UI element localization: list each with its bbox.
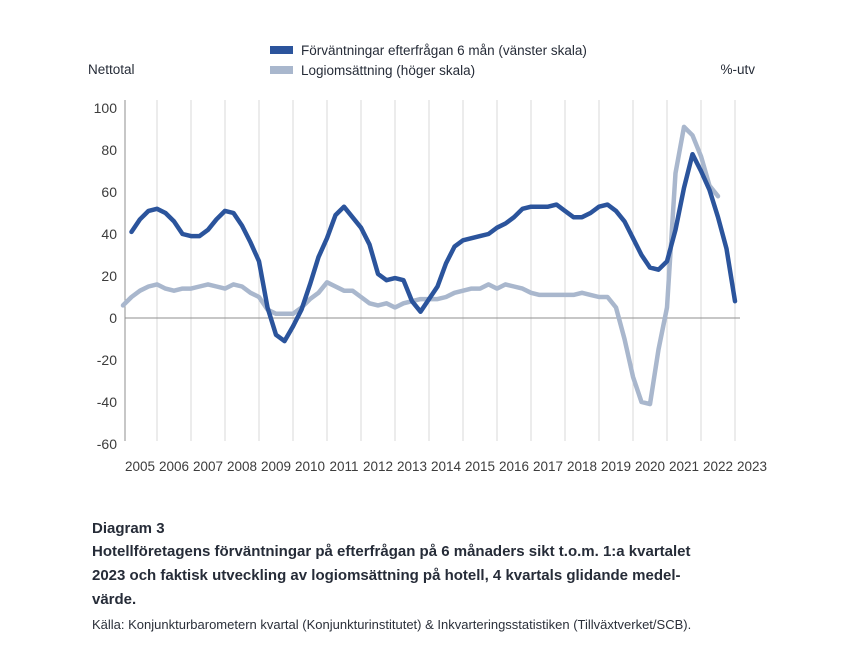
legend-swatch-lodging-revenue bbox=[270, 66, 293, 74]
chart-legend: Förväntningar efterfrågan 6 mån (vänster… bbox=[270, 40, 587, 80]
source-text: Källa: Konjunkturbarometern kvartal (Kon… bbox=[92, 617, 692, 632]
x-tick-label: 2018 bbox=[567, 459, 597, 474]
x-tick-label: 2012 bbox=[363, 459, 393, 474]
x-tick-label: 2020 bbox=[635, 459, 665, 474]
y-tick-label: -20 bbox=[97, 352, 117, 368]
y-tick-label: 20 bbox=[101, 268, 117, 284]
chart-caption: Diagram 3 Hotellföretagens förväntningar… bbox=[92, 518, 802, 634]
x-tick-label: 2017 bbox=[533, 459, 563, 474]
caption-text-line: värde. bbox=[92, 591, 137, 608]
y-tick-label: 40 bbox=[101, 226, 117, 242]
x-tick-label: 2016 bbox=[499, 459, 529, 474]
x-tick-label: 2019 bbox=[601, 459, 631, 474]
y-tick-label: -60 bbox=[97, 436, 117, 452]
caption-text-line: Hotellföretagens förväntningar på efterf… bbox=[92, 543, 691, 560]
y-tick-label: 60 bbox=[101, 184, 117, 200]
right-axis-title: %-utv bbox=[720, 62, 755, 77]
x-tick-label: 2011 bbox=[329, 459, 358, 474]
series-line-expectations bbox=[129, 151, 738, 344]
x-tick-label: 2014 bbox=[431, 459, 462, 474]
x-tick-label: 2010 bbox=[295, 459, 325, 474]
y-tick-label: 0 bbox=[109, 310, 117, 326]
x-axis-ticks: 2005 2006 2007 2008 2009 2010 2011 2012 2013 2014… bbox=[125, 459, 767, 474]
year-gridlines bbox=[156, 100, 736, 441]
x-tick-label: 2022 bbox=[703, 459, 733, 474]
x-tick-label: 2005 bbox=[125, 459, 155, 474]
left-axis-title: Nettotal bbox=[88, 62, 135, 77]
x-tick-label: 2023 bbox=[737, 459, 767, 474]
x-tick-label: 2008 bbox=[227, 459, 257, 474]
x-tick-label: 2006 bbox=[159, 459, 189, 474]
legend-item-lodging-revenue: Logiomsättning (höger skala) bbox=[270, 60, 587, 80]
y-tick-label: 100 bbox=[94, 100, 118, 116]
caption-text-line: 2023 och faktisk utveckling av logiomsät… bbox=[92, 567, 681, 584]
x-tick-label: 2021 bbox=[669, 459, 699, 474]
caption-text: Hotellföretagens förväntningar på efterf… bbox=[92, 540, 802, 612]
legend-label-lodging-revenue: Logiomsättning (höger skala) bbox=[301, 62, 476, 78]
x-tick-label: 2007 bbox=[193, 459, 223, 474]
y-axis-ticks: 100 80 60 40 20 0 -20 -40 -60 bbox=[94, 100, 118, 452]
caption-title: Diagram 3 bbox=[92, 520, 165, 537]
x-tick-label: 2013 bbox=[397, 459, 427, 474]
series-line-lodging-revenue bbox=[120, 124, 721, 407]
x-tick-label: 2009 bbox=[261, 459, 291, 474]
legend-swatch-expectations bbox=[270, 46, 293, 54]
y-tick-label: 80 bbox=[101, 142, 117, 158]
x-tick-label: 2015 bbox=[465, 459, 495, 474]
legend-label-expectations: Förväntningar efterfrågan 6 mån (vänster… bbox=[301, 42, 587, 58]
y-tick-label: -40 bbox=[97, 394, 117, 410]
legend-item-expectations: Förväntningar efterfrågan 6 mån (vänster… bbox=[270, 40, 587, 60]
